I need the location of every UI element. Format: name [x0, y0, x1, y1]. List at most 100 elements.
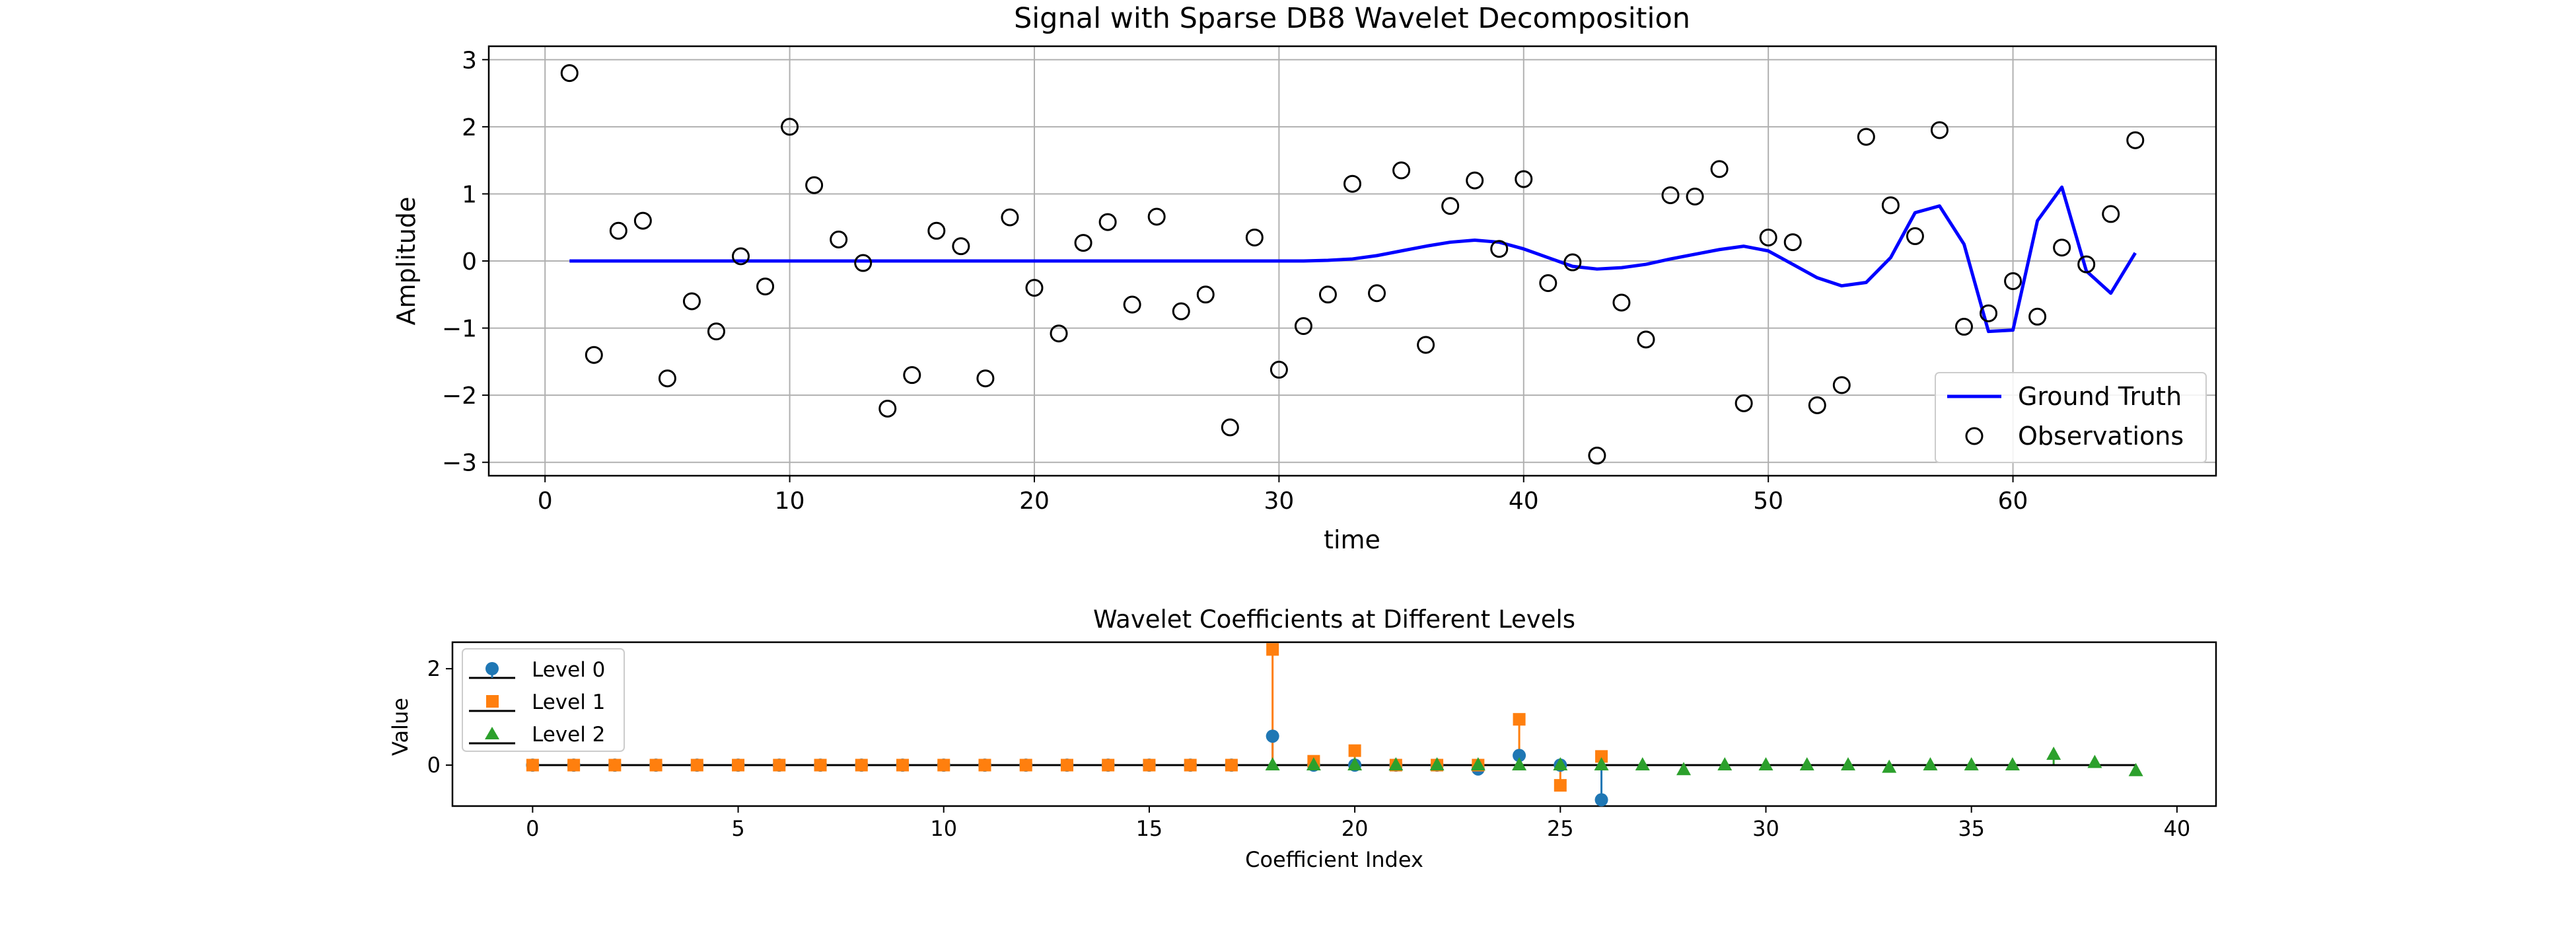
coefficients-x-tick-label: 35: [1958, 816, 1985, 841]
observation-point: [682, 292, 701, 311]
coefficients-x-tick-label: 20: [1342, 816, 1369, 841]
level-1-marker: [814, 758, 827, 772]
signal-x-tick-label: 40: [1509, 488, 1539, 515]
observation-point: [633, 211, 652, 230]
level-1-marker: [937, 758, 950, 772]
level-1-marker: [1348, 744, 1361, 757]
level-1-marker: [1143, 758, 1156, 772]
observation-point: [1980, 304, 1998, 322]
level-0-marker: [1513, 749, 1526, 762]
observation-point: [927, 221, 946, 240]
observation-point: [878, 399, 897, 418]
signal-x-tick-label: 10: [775, 488, 805, 515]
observation-point: [781, 118, 799, 136]
observation-point: [1343, 174, 1361, 193]
observations-legend-swatch: [1965, 427, 1984, 445]
observation-point: [976, 369, 995, 388]
coefficients-legend: Level 0 Level 1 Level 2: [462, 648, 625, 752]
level-1-marker: [978, 758, 991, 772]
level-2-marker: [1882, 759, 1897, 773]
level-0-marker: [1266, 729, 1279, 743]
signal-chart: 0 10 20 30 40 50 60 −3 −2 −1 0 1 2 3 Signal with Spa…: [392, 2, 2217, 554]
observation-point: [1808, 396, 1826, 414]
level-1-marker: [1513, 713, 1526, 726]
signal-x-tick-label: 0: [538, 488, 553, 515]
observation-point: [1025, 279, 1044, 297]
level-2-marker: [1388, 757, 1404, 770]
observation-point: [707, 322, 725, 341]
coefficients-x-tick-label: 25: [1547, 816, 1574, 841]
observation-point: [1759, 228, 1777, 246]
level-2-marker: [1306, 757, 1321, 770]
level-1-marker: [1184, 758, 1197, 772]
coefficients-x-tick-label: 5: [731, 816, 744, 841]
observation-point: [1221, 418, 1239, 437]
observation-point: [585, 346, 603, 364]
coefficients-x-tick-label: 10: [930, 816, 957, 841]
level-1-marker: [773, 758, 786, 772]
level-0-legend-marker: [485, 662, 499, 675]
level-2-marker: [1265, 757, 1280, 770]
signal-legend-frame: [1935, 372, 2207, 463]
observation-point: [560, 64, 579, 83]
level-2-marker: [2005, 757, 2020, 770]
level-2-marker: [2046, 746, 2061, 760]
coefficients-x-tick-label: 0: [526, 816, 539, 841]
signal-y-tick-label: 1: [462, 181, 477, 208]
observation-point: [854, 254, 873, 272]
level-1-marker: [567, 758, 581, 772]
level-2-marker: [1840, 757, 1855, 770]
level-1-marker: [608, 758, 622, 772]
level-1-marker: [690, 758, 703, 772]
level-1-marker: [1225, 758, 1238, 772]
level-2-marker: [1553, 757, 1568, 770]
observation-point: [1490, 240, 1509, 258]
coefficients-chart: 0 5 10 15 20 25 30 35 40 02 Wavelet Coefficients…: [388, 605, 2217, 872]
level-2-marker: [1923, 757, 1938, 770]
observation-point: [1441, 197, 1460, 215]
observation-point: [1539, 274, 1557, 293]
level-2-marker: [1676, 762, 1692, 776]
coefficients-plot-frame: [451, 641, 2217, 807]
observation-point: [1294, 317, 1312, 336]
level-1-marker: [526, 758, 539, 772]
signal-y-tick-label: −2: [442, 383, 477, 410]
signal-chart-title: Signal with Sparse DB8 Wavelet Decomposi…: [1014, 2, 1690, 35]
level-2-marker: [1717, 757, 1733, 770]
signal-y-tick-label: −3: [442, 450, 477, 477]
observation-point: [1881, 196, 1900, 215]
observation-point: [1783, 233, 1802, 252]
observation-point: [1270, 361, 1288, 379]
signal-y-tick-label: 0: [462, 248, 477, 276]
observation-point: [903, 366, 921, 385]
signal-x-tick-label: 30: [1264, 488, 1294, 515]
observation-point: [1147, 207, 1166, 226]
level-2-marker: [1594, 757, 1609, 770]
observation-point: [1466, 171, 1484, 190]
signal-legend: Ground Truth Observations: [1935, 372, 2207, 463]
coefficients-y-axis: 02: [427, 656, 452, 778]
signal-x-axis: 0 10 20 30 40 50 60: [538, 476, 2028, 515]
coefficients-y-tick-label: 2: [427, 656, 441, 681]
observation-point: [1318, 285, 1337, 304]
level-2-legend-marker: [485, 727, 499, 739]
observation-point: [1245, 228, 1264, 246]
observation-point: [805, 176, 824, 194]
level-1-marker: [649, 758, 662, 772]
observation-point: [1074, 234, 1092, 252]
observation-point: [658, 369, 676, 388]
level-1-marker: [1266, 643, 1279, 656]
observation-point: [1857, 128, 1875, 146]
signal-x-tick-label: 50: [1753, 488, 1783, 515]
level-2-marker: [2128, 762, 2143, 776]
observation-point: [1954, 318, 1973, 336]
observation-point: [1001, 208, 1019, 227]
observation-point: [2053, 239, 2071, 257]
observation-point: [1906, 227, 1924, 245]
coefficients-x-tick-label: 30: [1752, 816, 1779, 841]
level-2-marker: [1635, 757, 1650, 770]
observations-series: [560, 64, 2145, 465]
observation-point: [1196, 285, 1215, 304]
level-2-marker: [1470, 757, 1485, 770]
